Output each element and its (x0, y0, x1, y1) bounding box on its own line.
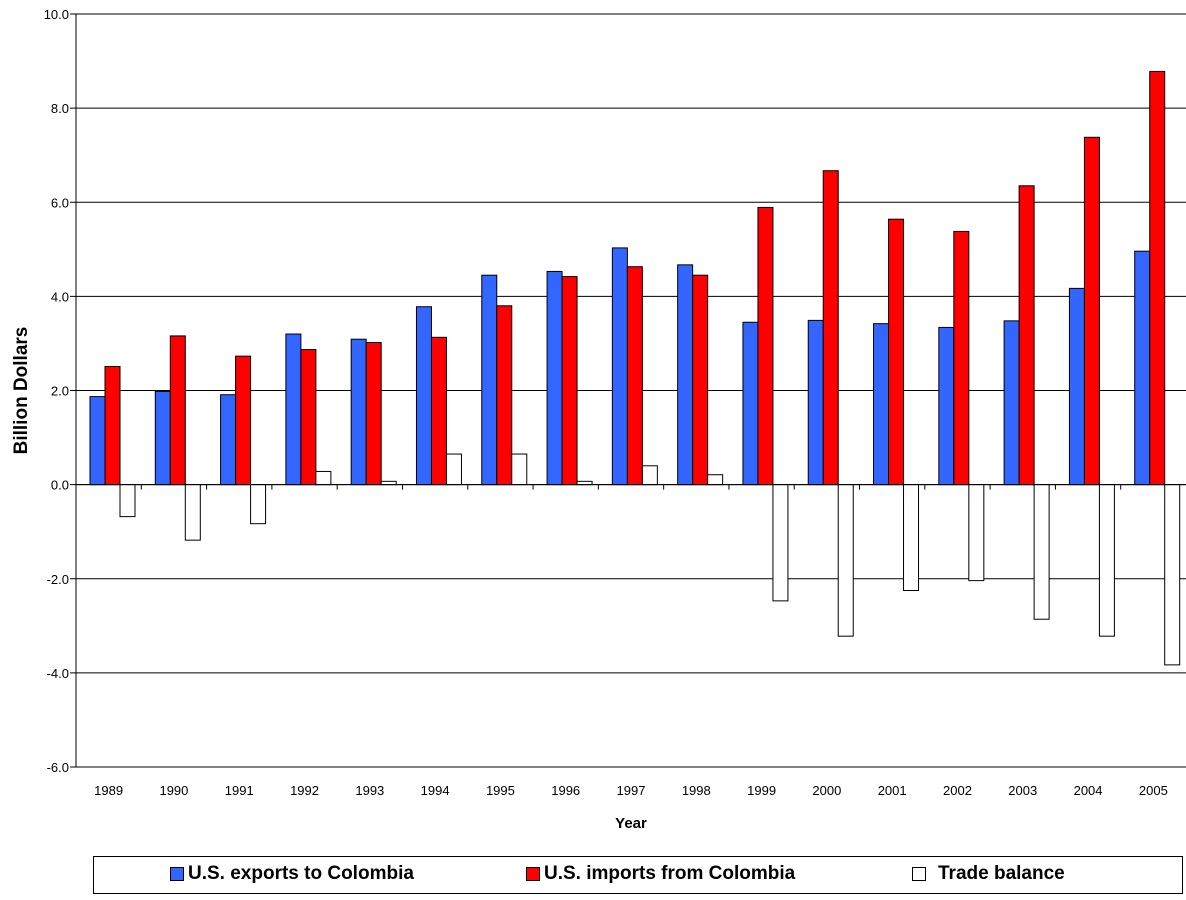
bar-2-1990 (184, 484, 201, 541)
bar-0-2004 (1068, 287, 1085, 486)
bar-2-1994 (445, 453, 462, 486)
x-tick-label-2004: 2004 (1074, 783, 1103, 798)
y-tick-label-7: -4.0 (47, 666, 69, 681)
bar-0-2000 (807, 319, 824, 486)
legend-item-imports: U.S. imports from Colombia (526, 863, 795, 885)
bar-2-1989 (119, 484, 136, 518)
bar-0-1995 (481, 274, 498, 486)
bar-2-1995 (511, 453, 528, 486)
bar-1-1995 (496, 305, 513, 486)
bar-0-2003 (1003, 320, 1020, 486)
y-axis-title: Billion Dollars (11, 327, 32, 455)
bar-0-2001 (873, 323, 890, 486)
x-tick-label-1990: 1990 (159, 783, 188, 798)
bar-0-1992 (285, 333, 302, 486)
bar-0-1998 (677, 264, 694, 486)
bar-1-2003 (1018, 185, 1035, 486)
bar-2-1991 (250, 484, 267, 525)
x-axis-title: Year (615, 815, 647, 832)
bar-1-1996 (561, 276, 578, 486)
bar-0-1996 (546, 270, 563, 486)
bar-1-1990 (169, 335, 186, 486)
y-tick-label-2: 6.0 (51, 195, 69, 210)
x-tick-label-2003: 2003 (1008, 783, 1037, 798)
x-tick-label-1989: 1989 (94, 783, 123, 798)
bar-1-1994 (430, 336, 447, 486)
bar-0-1999 (742, 321, 759, 486)
legend-label-imports: U.S. imports from Colombia (544, 863, 796, 884)
legend: U.S. exports to Colombia U.S. imports fr… (93, 856, 1183, 894)
bar-2-2004 (1098, 484, 1115, 637)
x-tick-label-1998: 1998 (682, 783, 711, 798)
bar-0-2005 (1134, 250, 1151, 486)
y-tick-label-5: 0.0 (51, 478, 69, 493)
legend-swatch-imports (526, 867, 540, 881)
bar-1-1998 (692, 274, 709, 486)
legend-label-trade-balance: Trade balance (938, 863, 1065, 884)
bar-1-2001 (888, 218, 905, 486)
legend-label-exports: U.S. exports to Colombia (188, 863, 414, 884)
bar-0-1993 (350, 338, 367, 486)
bar-1-1992 (300, 349, 317, 486)
y-tick-label-4: 2.0 (51, 384, 69, 399)
bar-2-2005 (1164, 484, 1181, 666)
bar-0-1989 (89, 396, 106, 486)
bar-0-2002 (938, 326, 955, 486)
bar-2-1997 (641, 465, 658, 486)
y-tick-label-6: -2.0 (47, 572, 69, 587)
x-tick-label-2002: 2002 (943, 783, 972, 798)
legend-swatch-exports (170, 867, 184, 881)
bar-1-1993 (365, 341, 382, 486)
x-tick-label-1997: 1997 (617, 783, 646, 798)
x-tick-label-1993: 1993 (355, 783, 384, 798)
bar-2-1992 (315, 470, 332, 486)
bar-0-1994 (415, 306, 432, 486)
bar-0-1997 (611, 247, 628, 486)
bar-0-1990 (154, 390, 171, 486)
bar-2-2002 (968, 484, 985, 582)
bar-2-2001 (903, 484, 920, 592)
bar-1-2002 (953, 230, 970, 486)
bar-2-1998 (707, 474, 724, 486)
x-tick-label-1992: 1992 (290, 783, 319, 798)
bar-1-1991 (235, 355, 252, 486)
y-tick-label-8: -6.0 (47, 760, 69, 775)
x-tick-label-1999: 1999 (747, 783, 776, 798)
x-tick-label-2000: 2000 (812, 783, 841, 798)
x-tick-label-2001: 2001 (878, 783, 907, 798)
bar-1-1997 (626, 266, 643, 486)
bar-2-1999 (772, 484, 789, 602)
bar-1-2000 (822, 170, 839, 486)
y-tick-label-1: 8.0 (51, 101, 69, 116)
bar-0-1991 (220, 394, 237, 486)
legend-swatch-trade-balance (912, 867, 926, 881)
bar-1-1999 (757, 206, 774, 486)
x-tick-label-2005: 2005 (1139, 783, 1168, 798)
bar-1-1989 (104, 365, 121, 486)
bar-1-2005 (1149, 70, 1166, 486)
x-tick-label-1991: 1991 (225, 783, 254, 798)
bar-2-2000 (837, 484, 854, 637)
y-tick-label-0: 10.0 (44, 7, 69, 22)
x-tick-label-1994: 1994 (421, 783, 450, 798)
legend-item-exports: U.S. exports to Colombia (170, 863, 414, 885)
y-tick-label-3: 4.0 (51, 289, 69, 304)
x-tick-label-1995: 1995 (486, 783, 515, 798)
bar-1-2004 (1083, 136, 1100, 486)
bar-2-2003 (1033, 484, 1050, 620)
legend-item-trade-balance: Trade balance (912, 863, 1065, 885)
x-tick-label-1996: 1996 (551, 783, 580, 798)
